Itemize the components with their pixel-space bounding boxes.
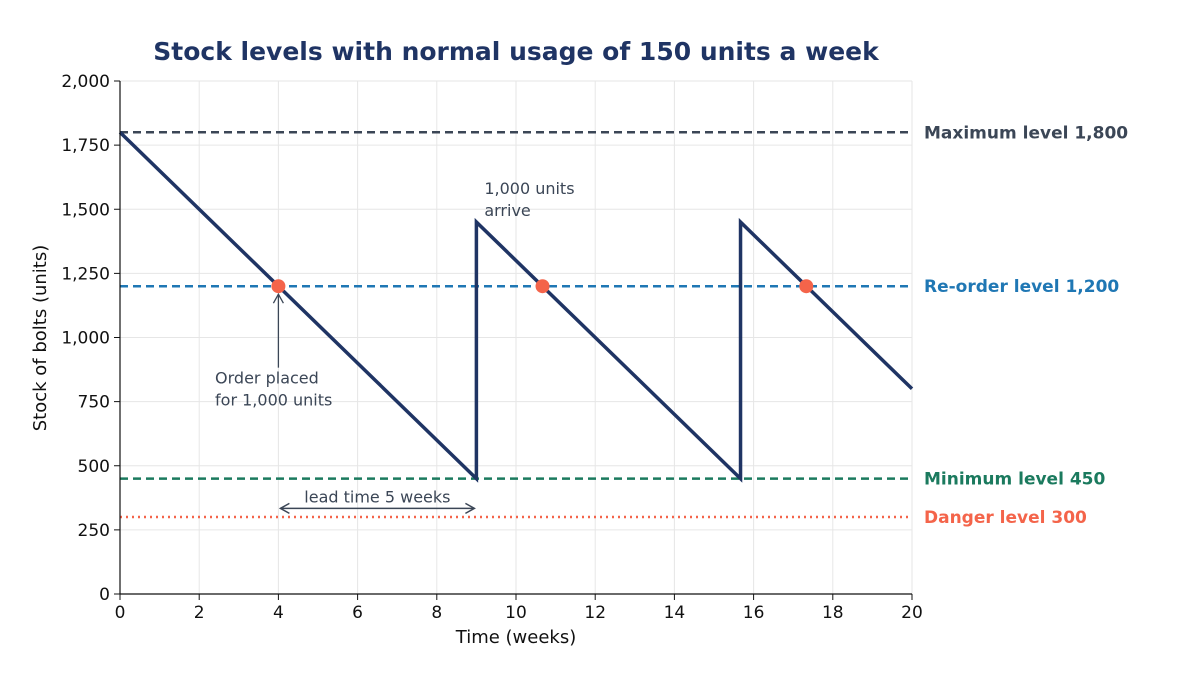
x-tick-label: 0 xyxy=(115,603,126,623)
y-axis-title: Stock of bolts (units) xyxy=(30,245,51,432)
chart-title: Stock levels with normal usage of 150 un… xyxy=(153,37,880,66)
order-placed-label-line2: for 1,000 units xyxy=(215,391,332,410)
x-tick-label: 12 xyxy=(584,603,606,623)
reorder-point xyxy=(799,279,814,294)
lead-time-arrowhead-left xyxy=(278,502,290,515)
y-tick-label: 1,500 xyxy=(61,200,110,220)
units-arrive-label-line2: arrive xyxy=(484,201,530,220)
x-tick-label: 6 xyxy=(352,603,363,623)
x-tick-label: 16 xyxy=(743,603,765,623)
reorder-point xyxy=(271,279,286,294)
y-tick-label: 2,000 xyxy=(61,72,110,92)
y-tick-label: 250 xyxy=(78,521,110,541)
stock-level-line xyxy=(118,131,914,483)
x-tick-label: 8 xyxy=(431,603,442,623)
reference-line-label: Danger level 300 xyxy=(924,508,1087,528)
reference-line-label: Minimum level 450 xyxy=(924,470,1105,490)
reference-lines: Maximum level 1,800 Re-order level 1,200 M… xyxy=(120,123,1128,528)
lead-time-arrowhead-right xyxy=(465,502,476,515)
x-tick-label: 2 xyxy=(194,603,205,623)
x-tick-label: 10 xyxy=(505,603,527,623)
annotations: Order placed for 1,000 units 1,000 units ar… xyxy=(215,179,575,515)
order-placed-arrowhead xyxy=(272,292,284,304)
reorder-points xyxy=(271,279,814,294)
y-tick-label: 1,250 xyxy=(61,264,110,284)
y-tick-label: 0 xyxy=(99,585,110,605)
y-tick-label: 1,000 xyxy=(61,329,110,349)
reorder-point xyxy=(535,279,550,294)
reference-line-label: Maximum level 1,800 xyxy=(924,123,1128,143)
axes: 0 2 4 6 8 10 12 14 16 18 20 0 250 500 750 1,000 1,250 1,5… xyxy=(61,72,922,623)
x-tick-label: 18 xyxy=(822,603,844,623)
y-tick-label: 500 xyxy=(78,457,110,477)
x-tick-label: 20 xyxy=(901,603,923,623)
units-arrive-label-line1: 1,000 units xyxy=(484,179,574,198)
y-tick-label: 1,750 xyxy=(61,136,110,156)
x-tick-label: 4 xyxy=(273,603,284,623)
lead-time-label: lead time 5 weeks xyxy=(304,487,450,506)
order-placed-label-line1: Order placed xyxy=(215,369,319,388)
stock-series xyxy=(118,131,914,483)
x-tick-label: 14 xyxy=(664,603,686,623)
reference-line-label: Re-order level 1,200 xyxy=(924,277,1119,297)
y-tick-label: 750 xyxy=(78,393,110,413)
x-axis-title: Time (weeks) xyxy=(455,627,577,648)
